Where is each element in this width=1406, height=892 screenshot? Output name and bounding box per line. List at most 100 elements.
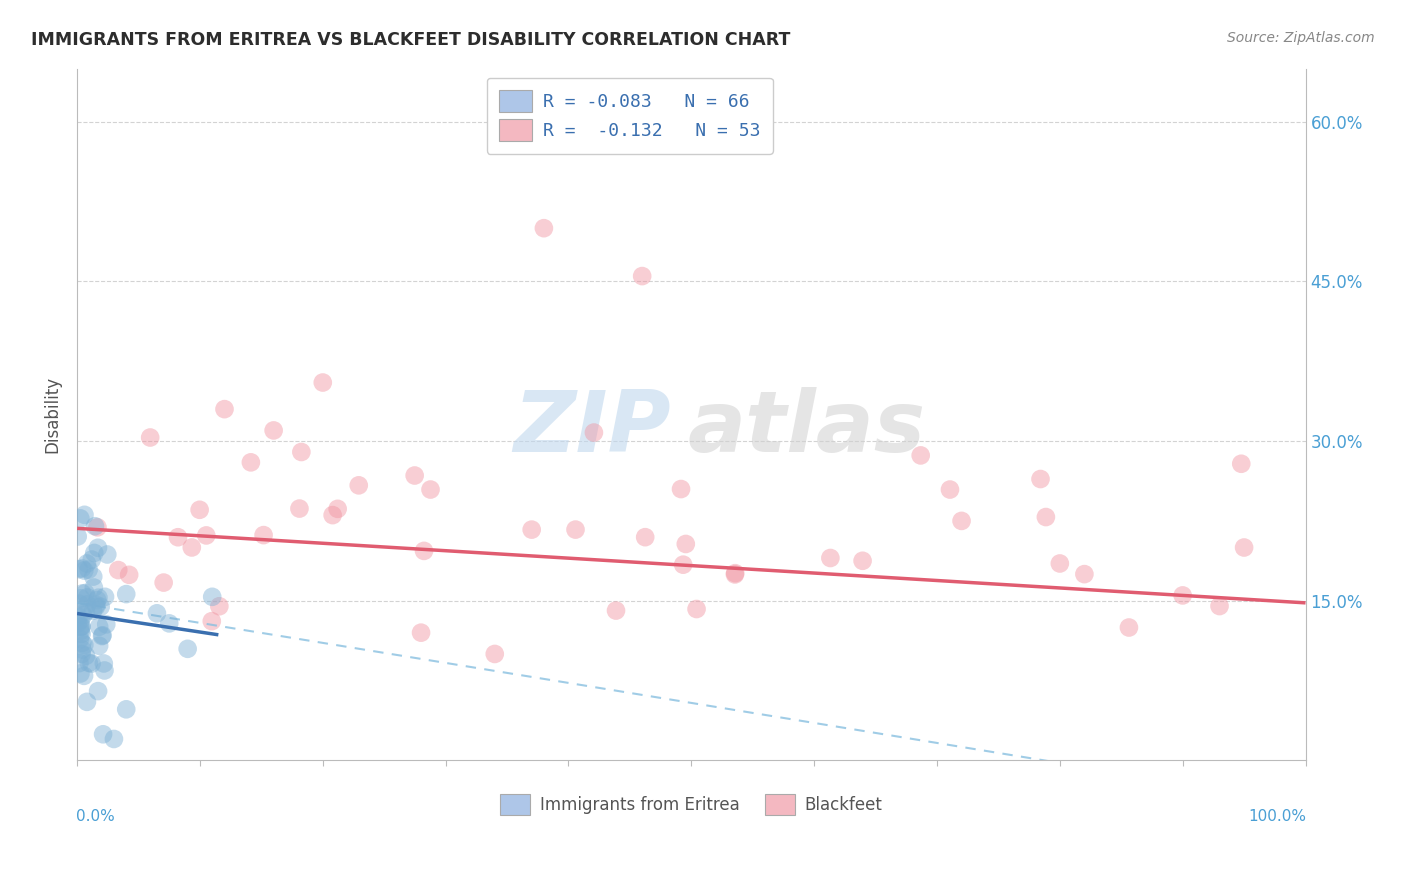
Point — [70, 619, 93, 633]
Point — [520, 523, 543, 537]
Point — [82, 604, 104, 618]
Point — [146, 607, 169, 621]
Point — [634, 530, 657, 544]
Point — [672, 558, 695, 572]
Point — [252, 528, 274, 542]
Point — [152, 575, 174, 590]
Legend: Immigrants from Eritrea, Blackfeet: Immigrants from Eritrea, Blackfeet — [494, 788, 889, 822]
Point — [91, 629, 114, 643]
Point — [66, 616, 89, 631]
Point — [675, 537, 697, 551]
Point — [564, 523, 586, 537]
Point — [107, 563, 129, 577]
Point — [73, 508, 96, 522]
Point — [322, 508, 344, 522]
Point — [312, 376, 335, 390]
Point — [69, 656, 91, 670]
Point — [73, 669, 96, 683]
Point — [83, 546, 105, 560]
Point — [1233, 541, 1256, 555]
Point — [70, 561, 93, 575]
Point — [91, 727, 114, 741]
Point — [70, 627, 93, 641]
Text: IMMIGRANTS FROM ERITREA VS BLACKFEET DISABILITY CORRELATION CHART: IMMIGRANTS FROM ERITREA VS BLACKFEET DIS… — [31, 31, 790, 49]
Point — [115, 587, 138, 601]
Point — [76, 557, 98, 571]
Point — [80, 657, 103, 671]
Point — [1073, 567, 1095, 582]
Point — [263, 424, 285, 438]
Point — [724, 566, 747, 581]
Point — [72, 586, 94, 600]
Point — [208, 599, 231, 614]
Point — [75, 586, 97, 600]
Point — [69, 624, 91, 638]
Point — [69, 614, 91, 628]
Point — [103, 731, 125, 746]
Point — [1171, 589, 1194, 603]
Point — [94, 590, 117, 604]
Point — [84, 598, 107, 612]
Point — [70, 647, 93, 661]
Point — [70, 642, 93, 657]
Point — [87, 541, 110, 555]
Point — [90, 599, 112, 614]
Point — [820, 551, 842, 566]
Point — [70, 620, 93, 634]
Point — [83, 581, 105, 595]
Point — [139, 430, 162, 444]
Point — [157, 616, 180, 631]
Point — [69, 511, 91, 525]
Y-axis label: Disability: Disability — [44, 376, 60, 453]
Point — [669, 482, 692, 496]
Point — [67, 562, 90, 576]
Text: 100.0%: 100.0% — [1249, 809, 1306, 824]
Text: 0.0%: 0.0% — [76, 809, 115, 824]
Point — [115, 702, 138, 716]
Point — [89, 620, 111, 634]
Point — [76, 591, 98, 605]
Point — [1230, 457, 1253, 471]
Point — [76, 695, 98, 709]
Point — [93, 664, 115, 678]
Point — [69, 632, 91, 646]
Point — [582, 425, 605, 440]
Point — [685, 602, 707, 616]
Point — [413, 544, 436, 558]
Point — [167, 530, 190, 544]
Point — [180, 541, 202, 555]
Point — [1118, 620, 1140, 634]
Point — [87, 684, 110, 698]
Point — [73, 638, 96, 652]
Point — [533, 221, 555, 235]
Point — [910, 449, 932, 463]
Point — [77, 563, 100, 577]
Point — [75, 605, 97, 619]
Point — [484, 647, 506, 661]
Point — [82, 569, 104, 583]
Text: ZIP: ZIP — [513, 387, 671, 470]
Point — [69, 666, 91, 681]
Point — [950, 514, 973, 528]
Point — [605, 603, 627, 617]
Point — [631, 269, 654, 284]
Point — [195, 528, 218, 542]
Point — [404, 468, 426, 483]
Point — [214, 402, 236, 417]
Point — [80, 552, 103, 566]
Point — [86, 520, 108, 534]
Point — [69, 591, 91, 606]
Point — [1035, 510, 1057, 524]
Point — [724, 567, 747, 582]
Point — [67, 597, 90, 611]
Point — [96, 617, 118, 632]
Point — [176, 641, 198, 656]
Point — [1049, 557, 1071, 571]
Point — [87, 591, 110, 605]
Point — [852, 554, 875, 568]
Point — [93, 657, 115, 671]
Point — [290, 445, 312, 459]
Point — [118, 567, 141, 582]
Point — [326, 501, 349, 516]
Point — [72, 608, 94, 623]
